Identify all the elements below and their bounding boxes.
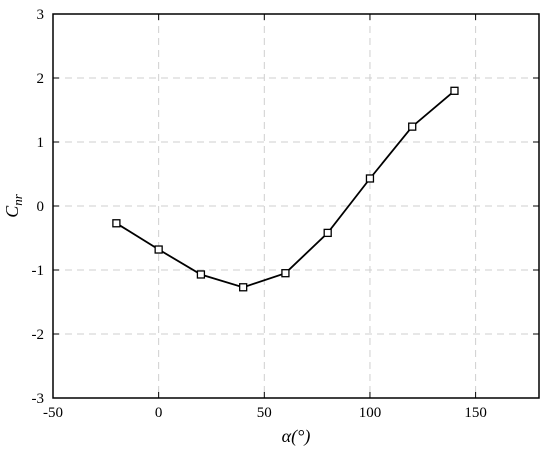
- x-axis-label: α(°): [282, 426, 311, 447]
- x-tick-label: 50: [257, 405, 272, 421]
- y-tick-label: -2: [32, 327, 45, 343]
- y-tick-label: -3: [32, 391, 45, 407]
- data-point-marker: [154, 245, 163, 254]
- y-tick-label: 3: [37, 7, 45, 23]
- y-axis-label: Cnr: [2, 193, 25, 218]
- data-point-marker: [196, 270, 206, 279]
- y-axis-label-main: C: [2, 205, 22, 218]
- data-point-marker: [365, 174, 375, 183]
- series-layer: [112, 86, 459, 292]
- y-tick-label: 0: [37, 199, 45, 215]
- x-tick-label: 150: [464, 405, 487, 421]
- y-tick-label: 1: [37, 135, 45, 151]
- y-tick-label: -1: [32, 263, 45, 279]
- data-point-marker: [239, 283, 248, 292]
- x-tick-label: -50: [43, 405, 63, 421]
- data-point-marker: [281, 269, 290, 278]
- y-axis-label-sub: nr: [10, 193, 25, 206]
- series-line: [115, 90, 456, 289]
- y-tick-label: 2: [37, 71, 45, 87]
- grid: [53, 14, 539, 398]
- x-tick-label: 0: [155, 405, 163, 421]
- data-point-marker: [408, 122, 417, 131]
- data-point-marker: [323, 228, 332, 238]
- x-tick-label: 100: [359, 405, 382, 421]
- data-point-marker: [450, 86, 459, 95]
- ticks: -50 0 50 100 150 -3 -2 -1 0 1 2 3: [32, 7, 539, 421]
- data-point-marker: [112, 219, 121, 228]
